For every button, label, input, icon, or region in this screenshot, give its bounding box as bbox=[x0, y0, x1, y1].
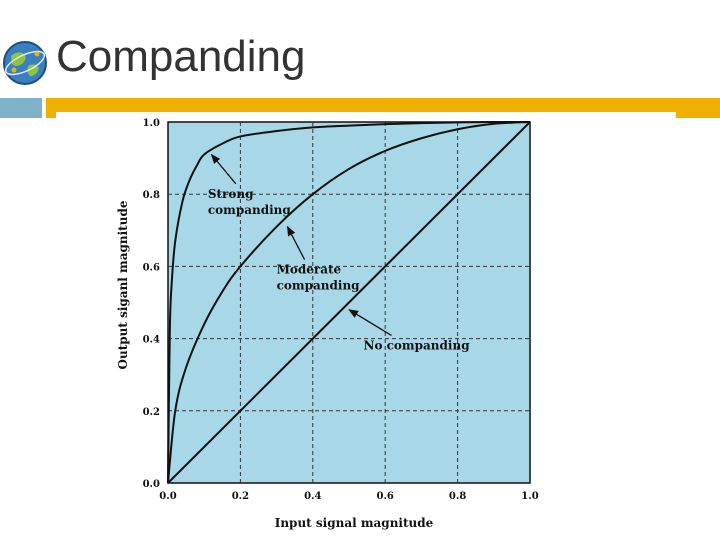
x-tick-label: 0.0 bbox=[159, 491, 176, 502]
no-companding-label: No companding bbox=[363, 338, 470, 352]
annotation-arrow bbox=[286, 225, 306, 260]
moderate-companding-label: Moderate companding bbox=[277, 263, 361, 293]
x-tick-label: 0.6 bbox=[376, 491, 393, 502]
x-tick-label: 0.8 bbox=[449, 491, 466, 502]
y-tick-label: 0.6 bbox=[143, 262, 160, 273]
x-axis-label: Input signal magnitude bbox=[275, 516, 434, 530]
moderate-companding-curve bbox=[167, 121, 531, 484]
page-title: Companding bbox=[56, 32, 306, 81]
x-tick-label: 0.4 bbox=[304, 491, 321, 502]
annotation-arrow bbox=[348, 309, 392, 336]
y-tick-label: 0.4 bbox=[143, 335, 160, 346]
globe-network-icon bbox=[2, 40, 48, 86]
accent-bar-left bbox=[0, 98, 42, 118]
no-companding-line bbox=[167, 121, 531, 484]
y-axis-label: Output siganl magnitude bbox=[116, 200, 130, 369]
y-tick-label: 0.0 bbox=[143, 479, 160, 490]
annotation-arrow bbox=[210, 153, 237, 185]
x-tick-label: 1.0 bbox=[521, 491, 538, 502]
y-tick-label: 0.8 bbox=[143, 190, 160, 201]
strong-companding-curve bbox=[167, 120, 531, 484]
x-tick-label: 0.2 bbox=[232, 491, 249, 502]
y-tick-label: 0.2 bbox=[143, 407, 160, 418]
y-tick-label: 1.0 bbox=[143, 118, 160, 129]
strong-companding-label: Strong companding bbox=[208, 187, 292, 217]
